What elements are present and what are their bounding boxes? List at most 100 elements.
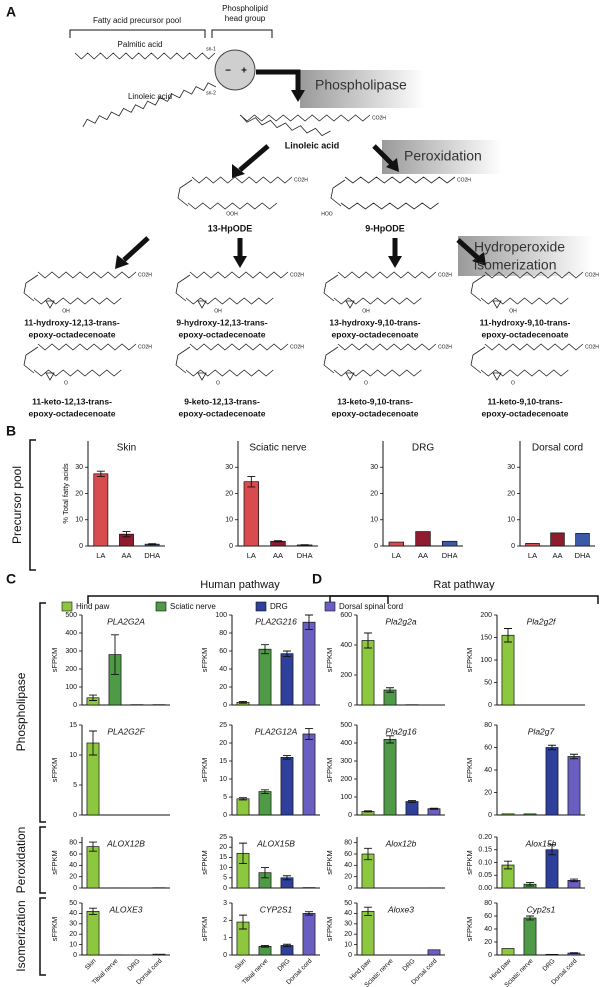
error-bar — [504, 628, 512, 643]
error-bar — [89, 907, 97, 915]
product-name: epoxy-octadecenoate — [179, 329, 266, 339]
error-bar — [283, 943, 291, 948]
product-name: epoxy-octadecenoate — [332, 408, 419, 418]
molecule-bond — [323, 346, 339, 374]
label: Phospholipid — [222, 4, 268, 13]
y-axis-label: sFPKM — [325, 850, 334, 875]
y-tick-label: 30 — [75, 464, 83, 471]
section-label: Peroxidation — [14, 827, 28, 894]
y-tick-label: 0.10 — [478, 859, 492, 866]
bar — [501, 634, 515, 706]
label: CO2H — [585, 272, 599, 278]
y-tick-label: 40 — [484, 926, 492, 933]
y-tick-label: 10 — [69, 941, 77, 948]
error-bar — [111, 634, 119, 675]
molecule-bond — [185, 297, 274, 305]
y-tick-label: 20 — [75, 490, 83, 497]
label: CO2H — [138, 272, 152, 278]
y-tick-label: 20 — [219, 844, 227, 851]
panel-label: A — [6, 4, 16, 20]
error-bar — [261, 789, 269, 794]
chart-title: Aloxe3 — [387, 904, 414, 914]
y-tick-label: 40 — [484, 767, 492, 774]
section-label: Phospholipase — [14, 672, 28, 751]
y-tick-label: 0 — [73, 952, 77, 959]
y-tick-label: 50 — [484, 679, 492, 686]
y-tick-label: 0.00 — [478, 885, 492, 892]
label: + — [241, 66, 247, 77]
bar — [441, 540, 458, 547]
bar — [86, 846, 100, 889]
panel-label: D — [312, 571, 322, 587]
molecule-bond — [82, 82, 217, 128]
y-tick-label: 10 — [219, 776, 227, 783]
error-bar — [305, 728, 313, 740]
y-tick-label: 50 — [344, 900, 352, 907]
chart-title: Pla2g2a — [385, 616, 416, 626]
molecule-bond — [480, 369, 569, 377]
error-bar — [239, 842, 247, 864]
bar — [525, 543, 540, 547]
bar — [545, 849, 559, 889]
pathway-title: Human pathway — [200, 579, 280, 591]
chart-title: PLA2G2A — [107, 616, 145, 626]
y-tick-label: 80 — [484, 722, 492, 729]
y-tick-label: 500 — [65, 612, 77, 619]
y-tick-label: 300 — [65, 648, 77, 655]
molecule-bond — [189, 343, 289, 351]
y-axis-label: sFPKM — [50, 648, 59, 673]
error-bar — [96, 470, 105, 477]
epoxide — [345, 300, 355, 309]
y-tick-label: 40 — [69, 862, 77, 869]
y-tick-label: 15 — [69, 722, 77, 729]
y-tick-label: 150 — [480, 634, 492, 641]
error-bar — [430, 807, 438, 810]
epoxide — [492, 300, 502, 309]
y-tick-label: 20 — [344, 931, 352, 938]
molecule-bond — [323, 274, 339, 302]
error-bar — [364, 810, 372, 813]
label: CO2H — [372, 115, 386, 121]
y-tick-label: 0 — [374, 543, 378, 550]
x-tick-label: LA — [247, 551, 256, 560]
product-name: 13-hydroxy-9,10-trans- — [329, 317, 420, 327]
chart-title: ALOX15B — [256, 838, 295, 848]
molecule-bond — [239, 114, 371, 122]
content: A Fatty acid precursor pool Phospholipidhe… — [6, 4, 599, 987]
bar — [93, 473, 109, 547]
y-tick-label: 0 — [488, 952, 492, 959]
label: O — [511, 380, 515, 386]
y-tick-label: 100 — [215, 612, 227, 619]
y-tick-label: 10 — [370, 517, 378, 524]
molecule-bond — [340, 202, 439, 210]
bar — [86, 910, 100, 956]
y-tick-label: 0 — [488, 702, 492, 709]
molecule-bond — [470, 274, 486, 302]
y-tick-label: 500 — [340, 722, 352, 729]
bar — [258, 791, 272, 816]
bar — [258, 648, 272, 706]
y-axis-label: sFPKM — [200, 758, 209, 783]
y-tick-label: 40 — [344, 910, 352, 917]
error-bar — [364, 906, 372, 916]
y-tick-label: 5 — [73, 782, 77, 789]
legend-label: Dorsal spinal cord — [339, 602, 403, 611]
molecule-bond — [470, 346, 486, 374]
label: OH — [62, 308, 70, 314]
molecule-bond — [330, 179, 346, 207]
y-tick-label: 0 — [511, 543, 515, 550]
label: sn-1 — [206, 46, 216, 52]
molecule-bond — [33, 369, 122, 377]
legend-label: Hind paw — [76, 602, 110, 611]
y-tick-label: 80 — [484, 900, 492, 907]
chart-title: ALOX12B — [106, 838, 145, 848]
molecule-bond — [189, 271, 289, 279]
gradient-box — [300, 70, 425, 108]
bar — [280, 757, 294, 816]
error-bar — [239, 797, 247, 801]
chart-title: Pla2g2f — [527, 616, 557, 626]
molecule-bond — [33, 297, 122, 305]
error-bar — [408, 800, 416, 803]
chart-title: PLA2G2F — [107, 726, 145, 736]
y-axis-label: sFPKM — [465, 917, 474, 942]
